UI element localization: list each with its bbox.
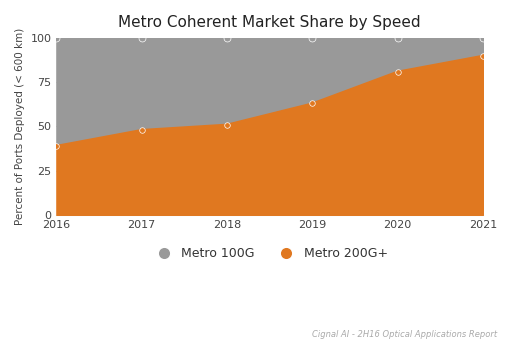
Text: Cignal AI - 2H16 Optical Applications Report: Cignal AI - 2H16 Optical Applications Re… — [311, 330, 497, 339]
Title: Metro Coherent Market Share by Speed: Metro Coherent Market Share by Speed — [118, 15, 421, 30]
Y-axis label: Percent of Ports Deployed (< 600 km): Percent of Ports Deployed (< 600 km) — [15, 28, 25, 225]
Legend: Metro 100G, Metro 200G+: Metro 100G, Metro 200G+ — [146, 242, 393, 265]
